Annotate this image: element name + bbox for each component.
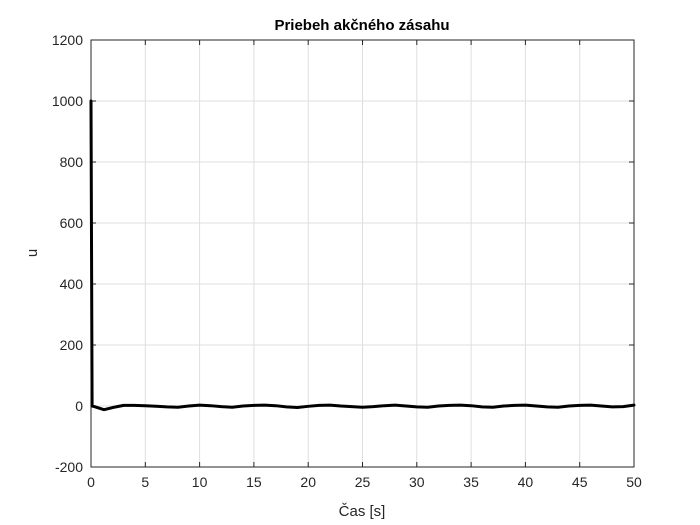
x-tick-label: 50 — [626, 474, 642, 490]
x-tick-label: 40 — [518, 474, 534, 490]
y-tick-label: 0 — [75, 398, 83, 414]
y-tick-label: 200 — [60, 337, 84, 353]
x-tick-label: 30 — [409, 474, 425, 490]
chart-title: Priebeh akčného zásahu — [274, 17, 449, 34]
y-tick-label: 800 — [60, 154, 84, 170]
y-tick-label: 400 — [60, 276, 84, 292]
series — [89, 99, 636, 412]
x-tick-label: 10 — [192, 474, 208, 490]
x-tick-label: 5 — [141, 474, 149, 490]
x-tick-label: 15 — [246, 474, 262, 490]
y-axis-label: u — [24, 249, 41, 257]
x-tick-label: 25 — [355, 474, 371, 490]
y-tick-label: -200 — [55, 459, 83, 475]
tick-labels: 0 5 10 15 20 25 30 35 40 45 50-2000200400600800100… — [52, 32, 642, 490]
y-tick-label: 600 — [60, 215, 84, 231]
x-axis-label: Čas [s] — [339, 503, 386, 520]
x-tick-label: 35 — [463, 474, 479, 490]
x-tick-label: 20 — [300, 474, 316, 490]
x-tick-label: 0 — [87, 474, 95, 490]
y-tick-label: 1200 — [52, 32, 83, 48]
series-line — [89, 99, 636, 412]
y-tick-label: 1000 — [52, 93, 83, 109]
x-tick-label: 45 — [572, 474, 588, 490]
